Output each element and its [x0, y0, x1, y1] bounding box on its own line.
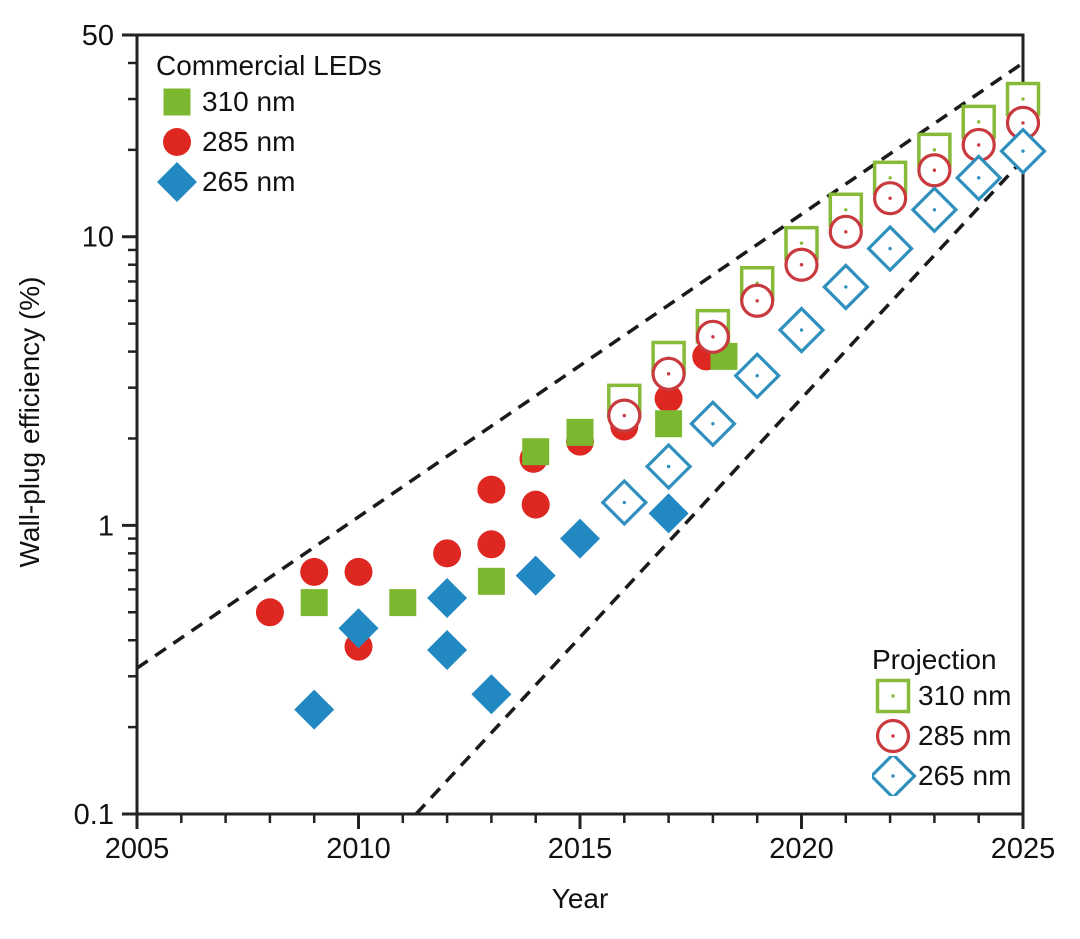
point-projection-265-nm — [866, 224, 914, 273]
point-commercial-leds-265-nm — [471, 674, 512, 715]
point-projection-285-nm — [917, 153, 952, 188]
legend-item-commercial-265nm: 265 nm — [156, 162, 382, 202]
point-commercial-leds-285-nm — [344, 557, 373, 586]
series-commercial-leds-265-nm — [294, 493, 689, 730]
point-projection-265-nm — [733, 351, 781, 400]
point-commercial-leds-265-nm — [338, 608, 379, 649]
point-commercial-leds-310-nm — [300, 589, 328, 617]
point-projection-285-nm — [607, 398, 642, 433]
point-projection-285-nm — [828, 214, 863, 249]
open-circle-icon — [875, 718, 911, 754]
legend-item-commercial-285nm: 285 nm — [156, 122, 382, 162]
y-tick-label: 10 — [82, 222, 114, 254]
legend-projection-title: Projection — [872, 644, 997, 675]
legend-item-projection-310nm: 310 nm — [872, 676, 1011, 716]
filled-square-icon — [163, 88, 191, 116]
x-tick-label: 2025 — [991, 833, 1056, 865]
point-projection-265-nm — [954, 154, 1003, 202]
x-tick-label: 2015 — [548, 833, 613, 865]
point-projection-265-nm — [644, 442, 693, 491]
y-tick-label: 50 — [82, 20, 114, 52]
point-projection-285-nm — [740, 283, 775, 318]
point-commercial-leds-285-nm — [521, 490, 550, 519]
filled-circle-icon — [163, 128, 191, 156]
trend-line-upper — [136, 61, 1024, 670]
legend-commercial-title: Commercial LEDs — [156, 50, 382, 81]
legend-item-label: 265 nm — [202, 166, 296, 197]
point-commercial-leds-310-nm — [655, 410, 683, 438]
x-tick-label: 2010 — [326, 833, 391, 865]
trend-line-lower — [414, 158, 1025, 816]
point-commercial-leds-285-nm — [654, 384, 683, 413]
point-commercial-leds-285-nm — [477, 530, 506, 559]
point-projection-265-nm — [999, 127, 1047, 175]
point-commercial-leds-265-nm — [515, 555, 556, 596]
point-commercial-leds-310-nm — [522, 438, 550, 466]
open-diamond-icon — [872, 756, 917, 796]
series-projection-265-nm — [600, 127, 1047, 527]
point-projection-285-nm — [651, 356, 686, 391]
legend-item-label: 310 nm — [918, 680, 1012, 711]
series-projection-285-nm — [607, 105, 1041, 433]
legend-item-label: 285 nm — [918, 720, 1012, 751]
point-projection-285-nm — [784, 247, 819, 282]
legend-item-label: 285 nm — [202, 126, 296, 157]
open-square-icon — [875, 678, 911, 714]
y-tick-label: 0.1 — [74, 799, 114, 831]
point-commercial-leds-285-nm — [300, 557, 329, 586]
point-projection-265-nm — [910, 186, 959, 234]
x-tick-label: 2020 — [769, 833, 834, 865]
point-commercial-leds-265-nm — [648, 493, 689, 534]
point-commercial-leds-285-nm — [477, 475, 506, 504]
point-commercial-leds-265-nm — [294, 689, 335, 730]
point-commercial-leds-285-nm — [433, 539, 462, 568]
point-commercial-leds-265-nm — [560, 518, 600, 559]
legend-item-label: 310 nm — [202, 86, 296, 117]
point-projection-265-nm — [689, 399, 737, 448]
series-commercial-leds-310-nm — [300, 342, 738, 617]
point-projection-265-nm — [600, 478, 649, 527]
point-commercial-leds-285-nm — [255, 598, 284, 627]
legend-commercial: Commercial LEDs 310 nm 285 nm 265 nm — [156, 50, 382, 202]
point-commercial-leds-265-nm — [427, 630, 468, 671]
point-commercial-leds-310-nm — [566, 418, 594, 446]
legend-projection: Projection 310 nm 285 nm 265 nm — [872, 644, 1011, 796]
legend-item-projection-265nm: 265 nm — [872, 756, 1011, 796]
point-projection-285-nm — [872, 181, 908, 216]
point-projection-265-nm — [777, 306, 826, 354]
y-tick-label: 1 — [98, 510, 114, 542]
y-axis-title: Wall-plug efficiency (%) — [14, 276, 45, 568]
legend-item-commercial-310nm: 310 nm — [156, 82, 382, 122]
filled-diamond-icon — [157, 162, 197, 202]
point-projection-265-nm — [822, 263, 870, 311]
x-tick-label: 2005 — [105, 833, 170, 865]
point-commercial-leds-310-nm — [477, 567, 505, 595]
point-commercial-leds-265-nm — [427, 578, 468, 619]
point-commercial-leds-310-nm — [389, 589, 417, 617]
point-projection-285-nm — [695, 319, 731, 354]
legend-item-projection-285nm: 285 nm — [872, 716, 1011, 756]
x-axis-title: Year — [551, 883, 609, 914]
legend-item-label: 265 nm — [918, 760, 1012, 791]
